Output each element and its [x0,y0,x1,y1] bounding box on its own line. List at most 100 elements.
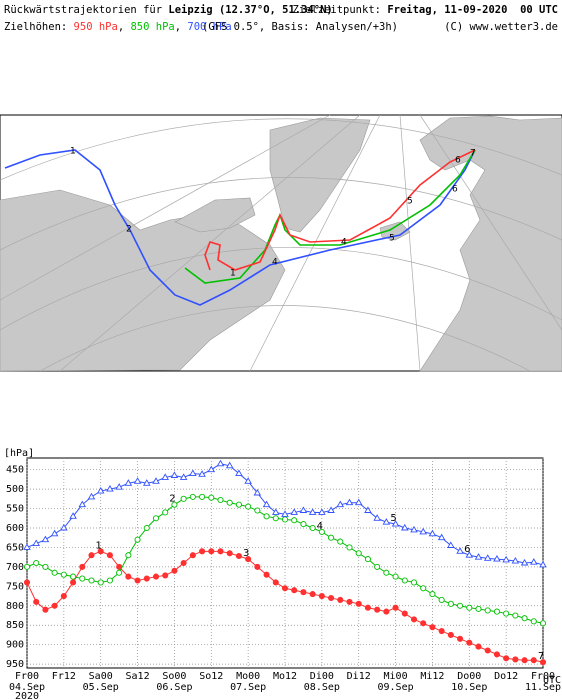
point [253,488,262,496]
point [437,533,446,541]
point [291,587,298,594]
point [70,573,77,580]
point [281,516,289,523]
point [23,563,31,570]
point [337,538,344,545]
x-date-label: 06.Sep [156,682,192,693]
point [51,569,58,576]
point [235,501,242,508]
point [345,498,354,506]
point [299,506,308,513]
point [134,577,141,584]
point [115,483,123,490]
point [474,553,483,560]
point [355,600,362,607]
map-label: 2 [126,225,132,235]
x-tick-label: Fr00 [531,671,555,682]
x-tick-label: So12 [199,671,223,682]
point [208,548,215,555]
point [328,534,335,541]
y-tick-label: 550 [6,504,24,515]
point [51,602,58,609]
point [225,461,234,469]
credit: (C) www.wetter3.de [444,21,558,33]
x-tick-label: Sa00 [89,671,113,682]
point [511,556,520,564]
point [60,571,67,578]
point [383,569,390,576]
x-tick-label: So00 [162,671,186,682]
point [457,635,464,642]
x-unit: UTC [543,675,561,686]
point [254,563,261,570]
point [530,618,537,625]
land-iceland [379,221,411,241]
point [410,579,418,586]
point [502,555,510,563]
header-target: Zielzeitpunkt: Freitag, 11-09-2020 00 UT… [292,4,558,16]
point [106,485,114,492]
x-tick-label: Di00 [310,671,334,682]
point [106,552,113,559]
point [484,607,491,614]
point [143,575,150,582]
year-label: 2020 [15,691,39,700]
separator: , [175,21,181,33]
point [143,524,150,532]
graticule-lat [0,118,562,372]
point [374,606,381,613]
point [512,612,519,619]
point [281,510,289,517]
point [392,573,399,580]
point [309,524,316,532]
x-date-label: 10.Sep [451,682,487,693]
point [180,495,187,502]
point [483,554,492,561]
point [457,602,464,609]
x-tick-label: Di12 [347,671,371,682]
point [456,547,464,554]
point [161,473,169,480]
land-baffin [174,197,256,233]
point [530,657,537,664]
point [42,606,49,613]
trajectory-850 [184,149,476,284]
map-label: 7 [470,149,476,159]
point [79,563,86,570]
point [244,477,252,484]
y-tick-label: 850 [6,620,24,631]
header: Rückwärtstrajektorien für Leipzig (12.37… [4,4,558,33]
point [152,573,160,580]
y-tick-label: 450 [6,465,24,476]
point [152,477,160,484]
land-europe [419,115,562,372]
point [493,608,500,615]
map-label: 5 [407,197,413,207]
point [355,550,362,557]
point [539,620,547,627]
point [162,572,169,579]
point [189,469,197,477]
point [438,596,445,603]
day-label: 4 [317,521,323,532]
day-label: 2 [169,494,175,505]
point [116,569,123,576]
map-label: 1 [230,269,236,279]
point [447,631,454,638]
point [171,567,178,574]
point [309,591,316,598]
point [300,521,307,528]
y-tick-label: 700 [6,562,24,573]
x-date-label: 04.Sep [9,682,45,693]
point [337,596,344,603]
point [125,573,132,580]
point [364,604,371,611]
point [346,544,353,551]
point [354,498,363,506]
point [391,520,400,527]
day-label: 6 [464,544,470,555]
trajectory-700 [4,149,476,306]
point [401,523,409,531]
point [493,555,501,562]
point [539,560,547,568]
